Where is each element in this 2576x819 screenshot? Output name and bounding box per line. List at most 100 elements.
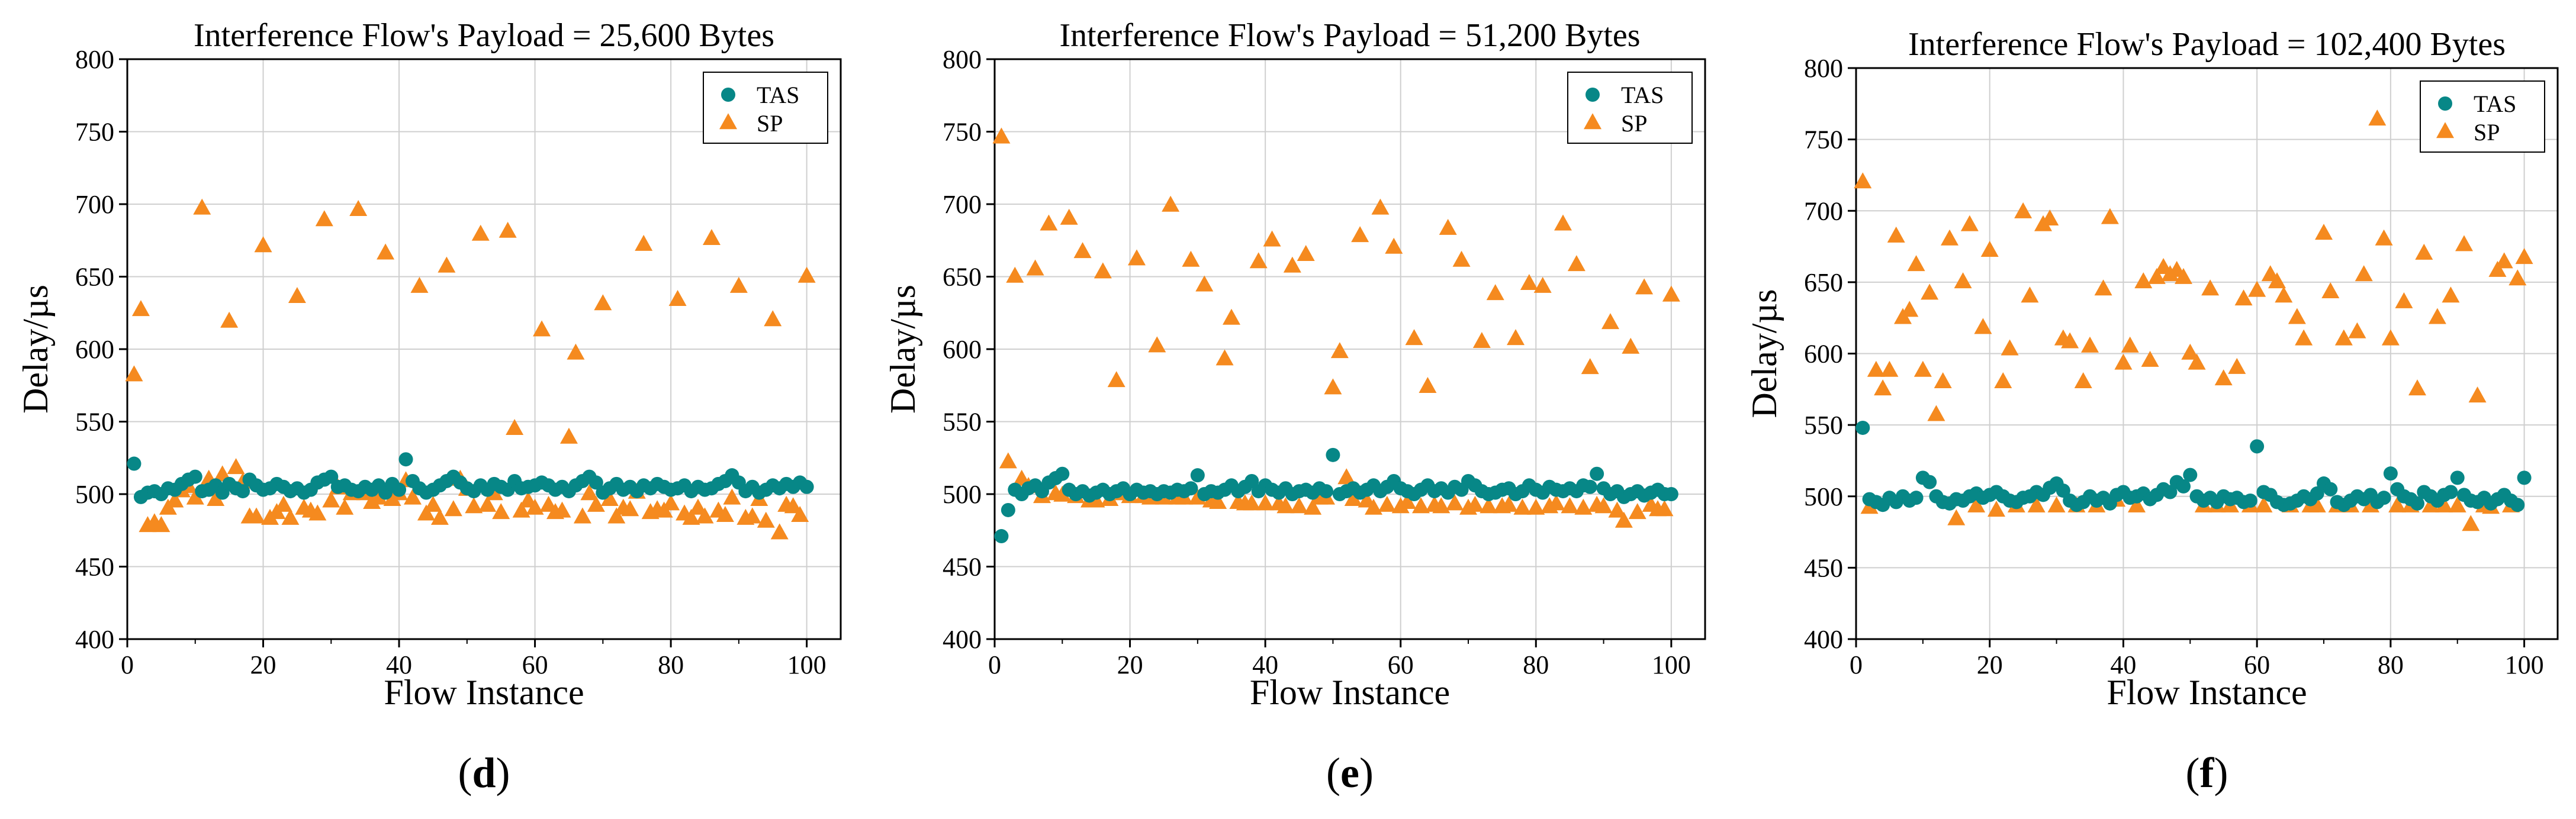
sp-point xyxy=(2094,279,2112,296)
sp-point xyxy=(1344,490,1362,507)
y-tick-label-800: 800 xyxy=(75,45,114,74)
sp-point xyxy=(1162,195,1180,212)
sp-point xyxy=(1927,405,1945,421)
sp-point xyxy=(1209,492,1227,509)
sp-point xyxy=(1378,495,1396,512)
y-tick-label-700: 700 xyxy=(1804,196,1843,225)
sp-point xyxy=(1934,372,1952,389)
sp-point xyxy=(1601,313,1619,330)
sp-point xyxy=(600,490,619,507)
sp-point xyxy=(471,224,490,241)
y-tick-label-450: 450 xyxy=(75,553,114,582)
sp-point xyxy=(1608,501,1626,518)
sp-point xyxy=(1988,501,2005,517)
sp-point xyxy=(1040,214,1058,231)
sp-point xyxy=(1304,498,1322,515)
y-tick-label-800: 800 xyxy=(943,45,982,74)
sp-point xyxy=(2428,308,2446,324)
sp-point xyxy=(662,494,680,511)
sp-point xyxy=(2334,329,2353,346)
sp-point xyxy=(1148,336,1166,353)
panel-letter-open-d: ( xyxy=(458,749,472,797)
sp-point xyxy=(424,495,442,512)
y-tick-label-750: 750 xyxy=(943,118,982,147)
sp-point xyxy=(1947,509,1966,525)
legend-marker-tas-f xyxy=(2438,96,2452,111)
sp-point xyxy=(2175,267,2192,284)
tas-point xyxy=(1922,475,1937,489)
tas-point xyxy=(1664,487,1678,501)
sp-point xyxy=(2468,386,2487,403)
sp-point xyxy=(506,419,524,436)
sp-point xyxy=(2248,280,2266,297)
sp-point xyxy=(1581,358,1599,375)
x-tick-label-80: 80 xyxy=(2378,650,2404,679)
tas-point xyxy=(2163,485,2178,499)
sp-point xyxy=(438,256,456,273)
sp-point xyxy=(1026,259,1044,276)
sp-point xyxy=(2348,322,2366,338)
sp-point xyxy=(757,511,775,528)
sp-point xyxy=(1256,494,1275,511)
tas-point xyxy=(188,469,202,484)
sp-point xyxy=(186,488,204,505)
sp-point xyxy=(1967,496,1986,512)
sp-point xyxy=(1053,485,1072,502)
sp-point xyxy=(1561,497,1579,514)
sp-point xyxy=(166,491,184,508)
sp-point xyxy=(2388,496,2407,512)
panel-letter-close-e: ) xyxy=(1359,749,1374,797)
sp-point xyxy=(2141,350,2159,367)
y-tick-label-500: 500 xyxy=(75,480,114,509)
chart-title-e: Interference Flow's Payload = 51,200 Byt… xyxy=(1059,17,1640,54)
data-points-f xyxy=(1854,109,2533,531)
sp-point xyxy=(621,500,639,517)
sp-point xyxy=(1994,372,2012,389)
sp-point xyxy=(1073,242,1092,259)
tas-point xyxy=(2243,493,2257,508)
legend-e: TAS SP xyxy=(1567,72,1693,144)
sp-point xyxy=(1371,198,1390,215)
panel-letter-text-e: e xyxy=(1340,749,1359,797)
sp-point xyxy=(580,484,599,501)
sp-point xyxy=(607,507,626,524)
chart-title-d: Interference Flow's Payload = 25,600 Byt… xyxy=(194,17,774,54)
sp-point xyxy=(336,498,354,515)
sp-point xyxy=(220,311,239,328)
sp-point xyxy=(2395,292,2413,308)
sp-point xyxy=(2415,243,2433,260)
sp-point xyxy=(1921,283,1939,300)
sp-point xyxy=(377,243,395,260)
sp-point xyxy=(322,491,340,508)
tas-point xyxy=(324,469,339,484)
sp-point xyxy=(1954,272,1972,289)
sp-point xyxy=(2234,289,2253,306)
sp-point xyxy=(2081,336,2099,353)
sp-point xyxy=(2442,286,2460,303)
sp-point xyxy=(594,294,612,311)
sp-point xyxy=(533,320,551,337)
sp-point xyxy=(2308,496,2326,512)
x-tick-label-0: 0 xyxy=(1850,650,1863,679)
y-tick-label-600: 600 xyxy=(943,335,982,364)
sp-point xyxy=(1446,494,1464,511)
y-tick-label-400: 400 xyxy=(943,625,982,654)
tas-point xyxy=(2250,439,2265,454)
y-tick-label-700: 700 xyxy=(943,190,982,219)
sp-point xyxy=(1527,498,1545,515)
tas-point xyxy=(2323,482,2338,496)
sp-point xyxy=(1567,255,1586,272)
sp-point xyxy=(1094,262,1112,279)
sp-point xyxy=(1290,497,1308,514)
sp-point xyxy=(696,507,714,524)
sp-point xyxy=(587,495,605,512)
sp-point xyxy=(682,508,700,525)
tas-point xyxy=(2176,479,2191,494)
legend-box-d xyxy=(703,72,828,144)
sp-point xyxy=(1513,498,1532,515)
sp-point xyxy=(512,501,530,518)
sp-point xyxy=(369,488,388,505)
legend-box-e xyxy=(1567,72,1693,144)
